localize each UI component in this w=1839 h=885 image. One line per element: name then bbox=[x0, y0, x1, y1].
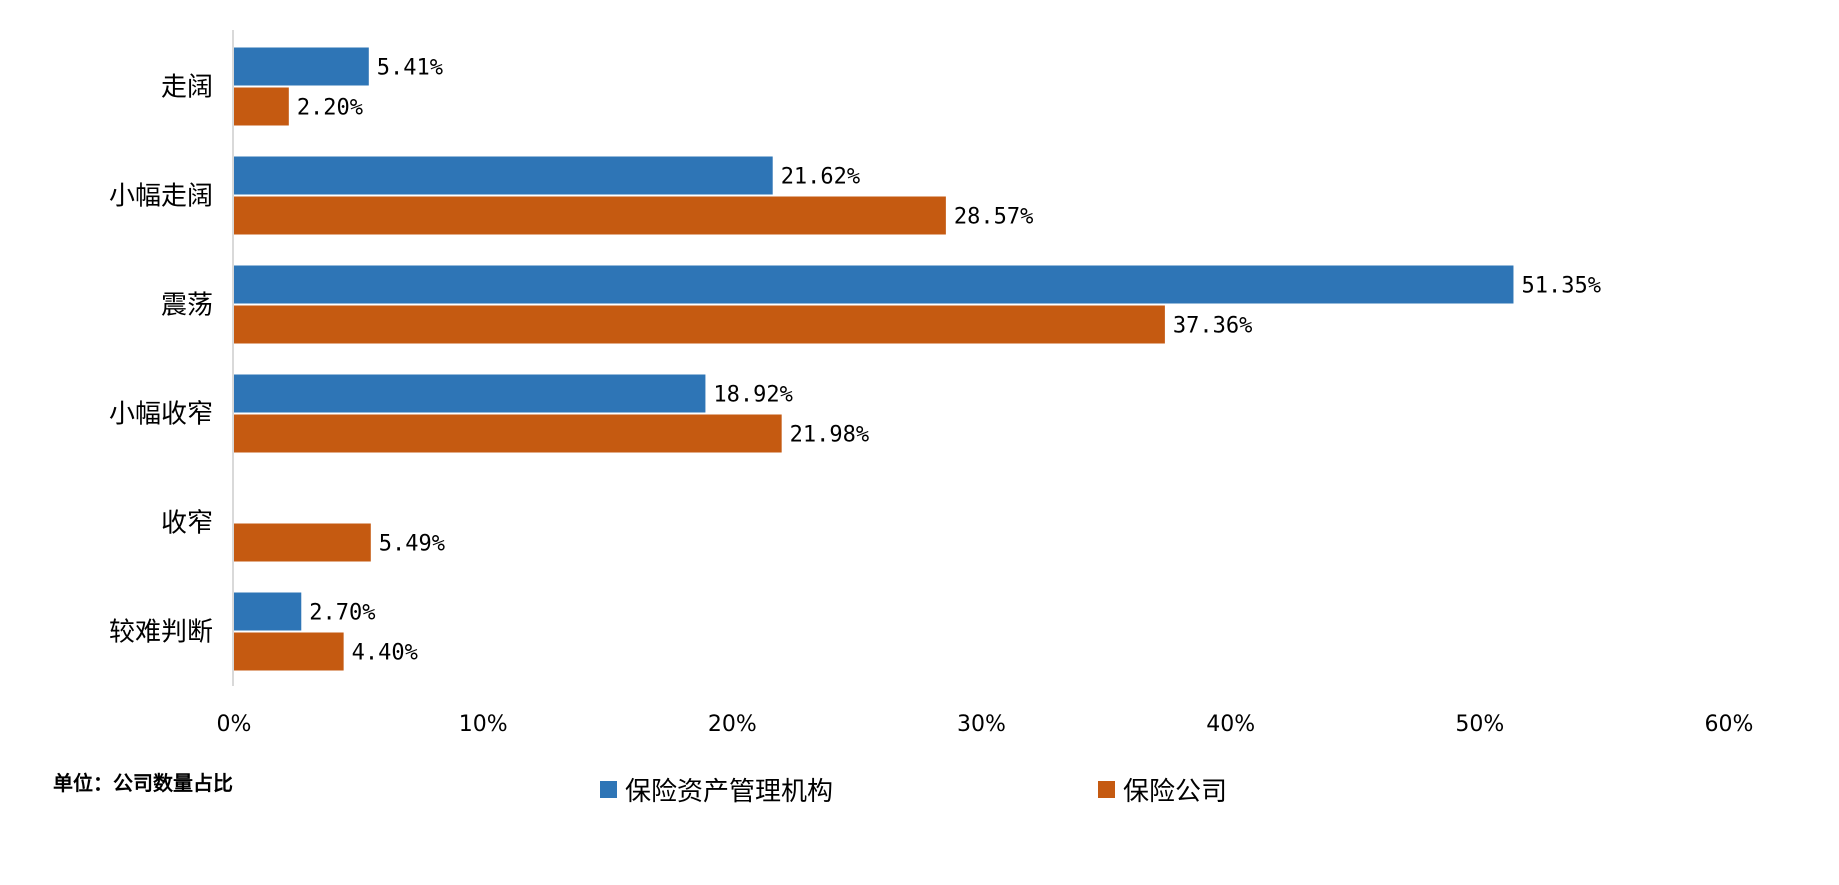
data-label: 21.62% bbox=[781, 165, 860, 190]
x-tick-label: 60% bbox=[1705, 712, 1754, 737]
data-label: 51.35% bbox=[1521, 274, 1600, 299]
x-tick-label: 0% bbox=[217, 712, 252, 737]
bar-asset-mgmt bbox=[234, 592, 302, 631]
bar-insurer bbox=[234, 414, 782, 453]
data-label: 28.57% bbox=[954, 205, 1033, 230]
data-label: 18.92% bbox=[713, 383, 792, 408]
data-label: 5.49% bbox=[379, 532, 445, 557]
legend-swatch bbox=[600, 781, 617, 798]
data-label: 37.36% bbox=[1173, 314, 1252, 339]
legend-label: 保险资产管理机构 bbox=[625, 777, 833, 807]
unit-note: 单位：公司数量占比 bbox=[53, 771, 233, 795]
data-label: 2.70% bbox=[309, 601, 375, 626]
bar-insurer bbox=[234, 632, 344, 671]
x-tick-label: 50% bbox=[1455, 712, 1504, 737]
legend-swatch bbox=[1098, 781, 1115, 798]
bar-insurer bbox=[234, 196, 946, 235]
data-label: 2.20% bbox=[297, 96, 363, 121]
x-tick-label: 20% bbox=[708, 712, 757, 737]
category-label: 较难判断 bbox=[109, 618, 213, 648]
data-label: 5.41% bbox=[377, 56, 443, 81]
category-label: 走阔 bbox=[161, 73, 213, 103]
x-tick-label: 10% bbox=[459, 712, 508, 737]
bar-asset-mgmt bbox=[234, 374, 706, 413]
category-label: 小幅收窄 bbox=[109, 400, 213, 430]
data-label: 21.98% bbox=[790, 423, 869, 448]
x-tick-label: 30% bbox=[957, 712, 1006, 737]
legend-label: 保险公司 bbox=[1123, 777, 1227, 807]
bar-asset-mgmt bbox=[234, 47, 369, 86]
category-label: 小幅走阔 bbox=[109, 182, 213, 212]
bar-asset-mgmt bbox=[234, 156, 773, 195]
legend: 保险资产管理机构 保险公司 bbox=[600, 777, 1227, 807]
bar-insurer bbox=[234, 87, 289, 126]
data-label: 4.40% bbox=[352, 641, 418, 666]
category-label: 震荡 bbox=[161, 291, 213, 321]
category-label: 收窄 bbox=[161, 509, 213, 539]
x-tick-label: 40% bbox=[1206, 712, 1255, 737]
bar-insurer bbox=[234, 523, 371, 562]
bar-insurer bbox=[234, 305, 1165, 344]
bar-asset-mgmt bbox=[234, 265, 1514, 304]
